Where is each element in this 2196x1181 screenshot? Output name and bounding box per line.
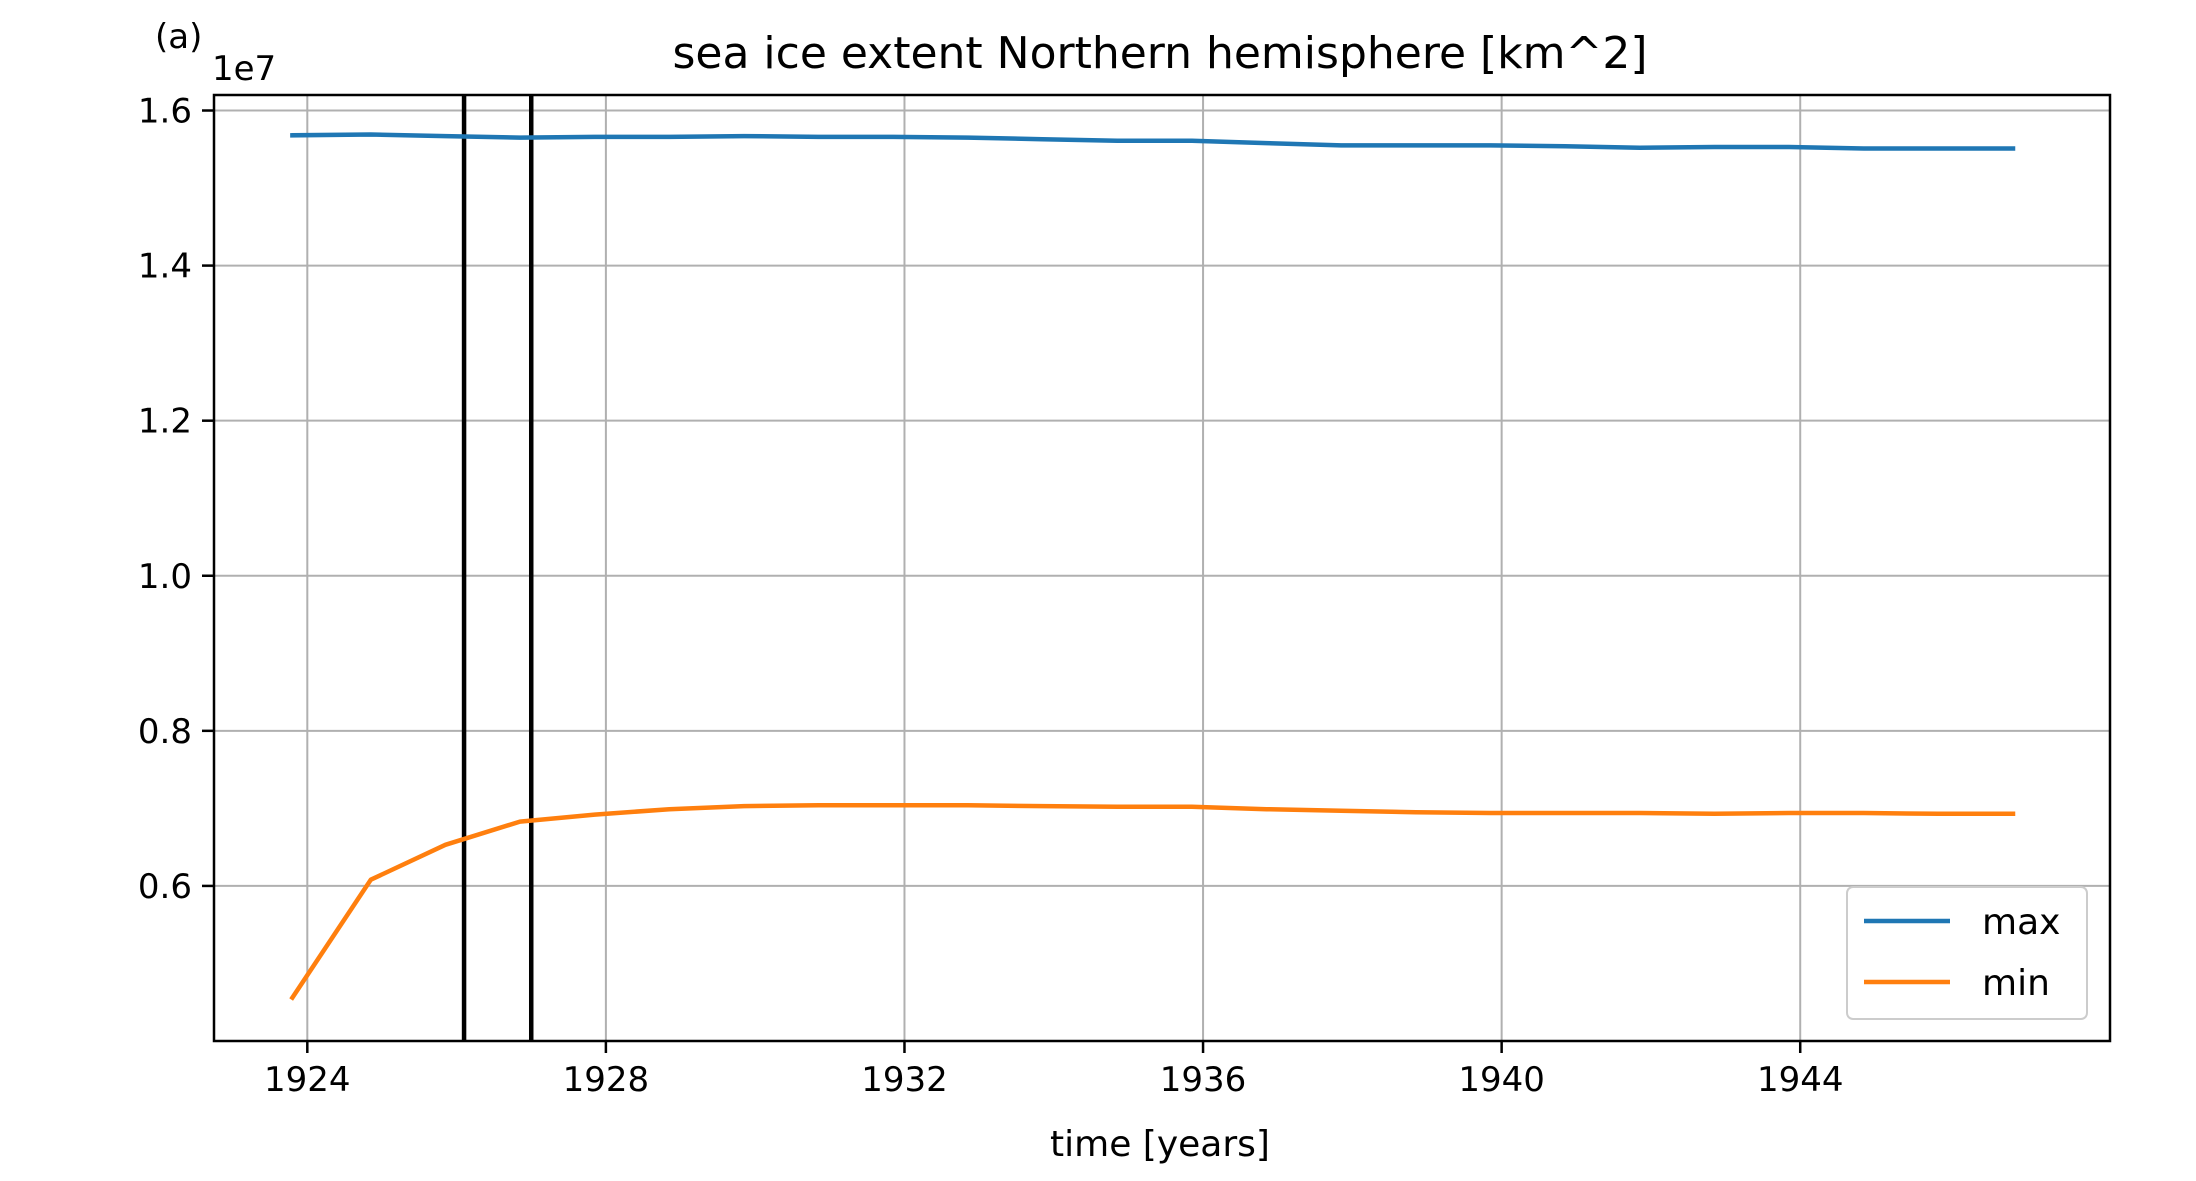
x-tick-label: 1936 <box>1160 1060 1247 1100</box>
y-tick-label: 0.8 <box>138 712 192 752</box>
legend: max min <box>1846 886 2088 1020</box>
y-offset-label: 1e7 <box>212 49 276 89</box>
x-tick-label: 1940 <box>1458 1060 1545 1100</box>
y-tick-label: 1.6 <box>138 92 192 132</box>
y-tick-label: 1.2 <box>138 402 192 442</box>
legend-label-max: max <box>1982 902 2060 943</box>
x-tick-label: 1944 <box>1757 1060 1844 1100</box>
x-tick-label: 1932 <box>861 1060 948 1100</box>
x-axis-label: time [years] <box>1050 1124 1270 1165</box>
legend-label-min: min <box>1982 963 2050 1004</box>
chart-title: sea ice extent Northern hemisphere [km^2… <box>672 28 1647 79</box>
panel-label: (a) <box>155 17 202 57</box>
grid <box>214 95 2110 1041</box>
x-axis-ticks: 1924 1928 1932 1936 1940 1944 <box>264 1041 1843 1100</box>
series-lines <box>289 132 2016 1001</box>
series-line-min <box>289 803 2016 1001</box>
y-tick-label: 0.6 <box>138 867 192 907</box>
y-tick-label: 1.0 <box>138 557 192 597</box>
series-line-max <box>290 132 2016 151</box>
y-tick-label: 1.4 <box>138 247 192 287</box>
vertical-markers <box>461 95 534 1041</box>
x-tick-label: 1924 <box>264 1060 351 1100</box>
y-axis-ticks: 0.6 0.8 1.0 1.2 1.4 1.6 <box>138 92 214 907</box>
plot-frame <box>212 93 2112 1043</box>
x-tick-label: 1928 <box>563 1060 650 1100</box>
